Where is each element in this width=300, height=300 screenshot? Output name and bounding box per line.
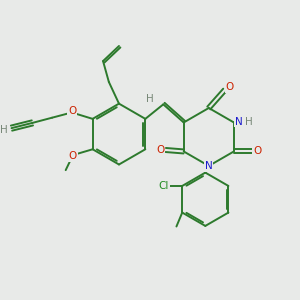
- Text: H: H: [0, 125, 7, 135]
- Text: H: H: [146, 94, 154, 104]
- Text: H: H: [245, 117, 253, 127]
- Text: O: O: [69, 151, 77, 161]
- Text: O: O: [226, 82, 234, 92]
- Text: N: N: [235, 117, 243, 127]
- Text: O: O: [156, 145, 165, 155]
- Text: Cl: Cl: [158, 181, 169, 191]
- Text: N: N: [205, 161, 212, 171]
- Text: O: O: [68, 106, 76, 116]
- Text: O: O: [253, 146, 261, 156]
